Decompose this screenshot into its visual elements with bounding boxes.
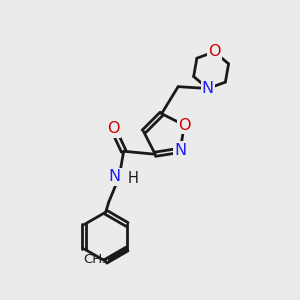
Text: H: H (128, 171, 139, 186)
Text: O: O (178, 118, 190, 133)
Text: N: N (109, 169, 121, 184)
Text: N: N (174, 143, 186, 158)
Text: O: O (208, 44, 220, 59)
Text: CH₃: CH₃ (83, 253, 108, 266)
Text: N: N (202, 81, 214, 96)
Text: O: O (107, 121, 119, 136)
